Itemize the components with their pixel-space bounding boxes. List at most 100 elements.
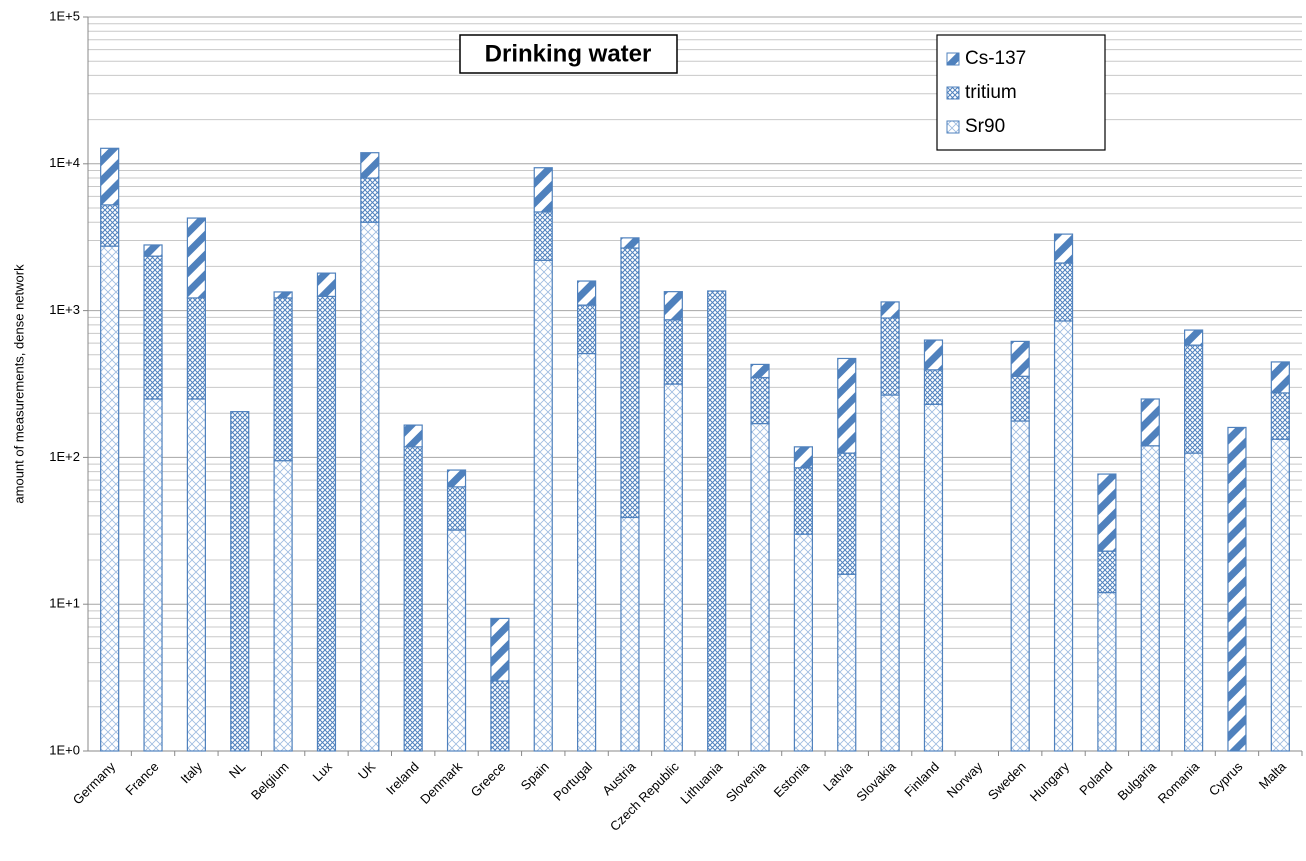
legend-label: tritium <box>965 82 1017 103</box>
bar-segment <box>446 469 467 488</box>
bar-segment <box>1184 344 1204 454</box>
chart-title: Drinking water <box>485 40 652 67</box>
bar-segment <box>100 204 120 247</box>
bar-segment <box>186 398 206 752</box>
bar-segment <box>880 394 900 752</box>
x-tick-label: Norway <box>944 759 986 801</box>
bar-segment <box>1227 426 1247 752</box>
bar-segment <box>186 297 206 400</box>
bar-segment <box>750 363 770 379</box>
x-tick-label: NL <box>226 759 248 781</box>
bar-segment <box>360 152 380 179</box>
bar-segment <box>1270 438 1290 752</box>
bar-segment <box>837 357 857 454</box>
y-tick-label: 1E+0 <box>49 742 80 757</box>
bar-segment <box>100 147 120 206</box>
bar-segment <box>446 529 467 752</box>
x-tick-label: Lithuania <box>677 758 725 806</box>
bar-segment <box>316 272 337 297</box>
bar-segment <box>316 295 337 752</box>
y-tick-label: 1E+3 <box>49 302 80 317</box>
bar-segment <box>620 237 640 249</box>
bar-segment <box>403 446 423 752</box>
bar-segment <box>577 304 597 355</box>
bar-segment <box>533 167 553 213</box>
bar-segment <box>750 376 770 425</box>
bar-segment <box>663 319 683 385</box>
x-tick-label: Hungary <box>1027 759 1073 805</box>
bar-segment <box>273 460 293 752</box>
bar-segment <box>837 452 857 575</box>
bar-segment <box>1053 320 1074 752</box>
bar-segment <box>273 291 293 299</box>
bar-segment <box>880 317 900 396</box>
bar-segment <box>750 422 770 752</box>
bar-segment <box>577 352 597 752</box>
x-tick-label: Italy <box>177 759 205 787</box>
bar-segment <box>1053 233 1074 264</box>
bar-segment <box>186 217 206 299</box>
bar-segment <box>620 247 640 519</box>
bar-segment <box>663 291 683 321</box>
bar-segment <box>793 467 813 535</box>
x-tick-label: Germany <box>70 759 119 808</box>
bar-segment <box>620 516 640 752</box>
x-tick-label: Austria <box>599 758 639 798</box>
y-tick-label: 1E+5 <box>49 8 80 23</box>
bar-segment <box>143 244 163 257</box>
x-tick-label: Cyprus <box>1206 759 1246 799</box>
legend-swatch <box>946 86 960 100</box>
bar-segment <box>446 486 467 531</box>
bar-segment <box>143 255 163 400</box>
bar-segment <box>577 280 597 306</box>
bar-segment <box>143 398 163 752</box>
bar-segment <box>1010 375 1030 422</box>
bar-segment <box>1140 445 1160 752</box>
legend-swatch <box>946 120 960 134</box>
x-tick-label: Romania <box>1155 758 1203 806</box>
bar-segment <box>403 424 423 448</box>
bar-segment <box>1097 591 1117 752</box>
x-tick-label: Greece <box>468 759 509 800</box>
bar-segment <box>923 369 944 405</box>
bar-segment <box>1010 340 1030 377</box>
bar-segment <box>663 383 683 752</box>
bar-segment <box>360 177 380 223</box>
bar-segment <box>793 533 813 752</box>
x-tick-label: Denmark <box>417 759 465 807</box>
y-axis-label: amount of measurements, dense network <box>11 264 26 504</box>
bar-segment <box>1097 550 1117 594</box>
y-tick-label: 1E+2 <box>49 449 80 464</box>
legend-swatch <box>946 52 960 66</box>
bar-segment <box>923 339 944 371</box>
bar-segment <box>793 446 813 469</box>
x-tick-label: Slovenia <box>723 758 769 804</box>
plot-area <box>88 16 1302 752</box>
x-tick-label: Portugal <box>550 759 595 804</box>
title-box <box>459 34 678 74</box>
bar-segment <box>1140 398 1160 447</box>
x-tick-label: Ireland <box>383 759 422 798</box>
x-tick-label: Bulgaria <box>1114 758 1159 803</box>
bar-segment <box>533 211 553 261</box>
x-tick-label: Finland <box>901 759 942 800</box>
x-tick-label: Poland <box>1076 759 1115 798</box>
x-tick-label: France <box>122 759 161 798</box>
bar-segment <box>707 290 727 752</box>
bar-segment <box>837 573 857 752</box>
bar-segment <box>230 411 250 752</box>
y-tick-label: 1E+4 <box>49 155 80 170</box>
bar-segment <box>490 680 510 752</box>
bar-segment <box>1270 392 1290 440</box>
x-tick-label: Lux <box>310 759 336 785</box>
bar-segment <box>490 617 510 682</box>
bar-segment <box>1270 361 1290 394</box>
x-tick-label: Malta <box>1256 758 1290 792</box>
bar-segment <box>1097 473 1117 552</box>
x-tick-label: Belgium <box>248 759 292 803</box>
legend-label: Sr90 <box>965 116 1005 137</box>
x-tick-label: Latvia <box>820 758 856 794</box>
bar-segment <box>273 297 293 462</box>
bar-segment <box>360 221 380 752</box>
